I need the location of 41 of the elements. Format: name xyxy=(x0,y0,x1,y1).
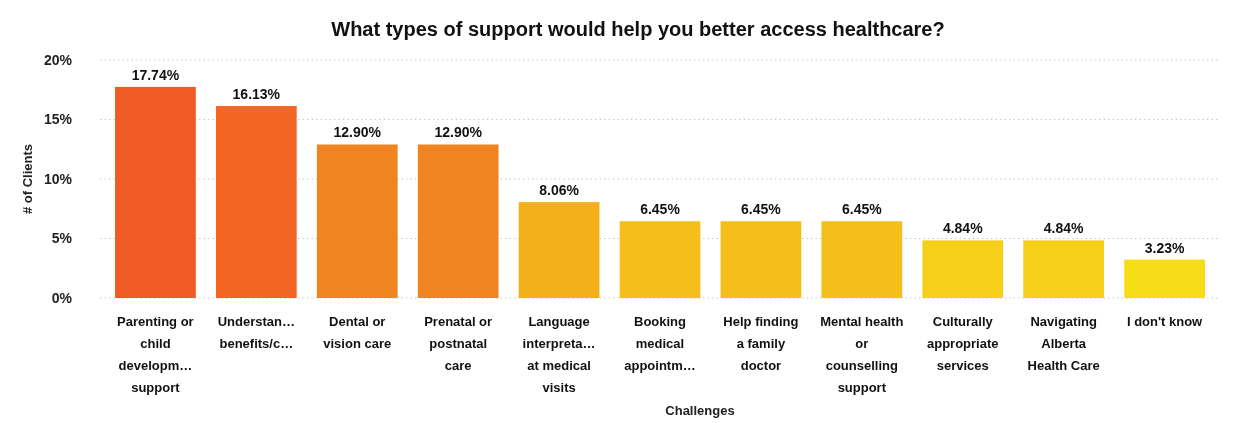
bar xyxy=(316,144,398,298)
bar xyxy=(518,202,600,298)
bar xyxy=(215,106,297,298)
y-tick-label: 0% xyxy=(51,289,73,306)
y-tick-label: 15% xyxy=(43,111,73,128)
data-label: 6.45% xyxy=(841,201,883,218)
x-tick-label: Language interpreta… at medical visits xyxy=(522,314,596,395)
data-label: 12.90% xyxy=(434,124,483,141)
x-tick-label: Booking medical appointm… xyxy=(624,314,696,373)
bar xyxy=(922,240,1004,298)
data-label: 8.06% xyxy=(539,182,580,199)
y-tick-label: 20% xyxy=(43,51,73,68)
data-label: 6.45% xyxy=(640,201,681,218)
x-axis-title: Challenges xyxy=(665,403,735,418)
data-label: 6.45% xyxy=(741,201,782,218)
data-label: 12.90% xyxy=(333,124,382,141)
y-tick-label: 10% xyxy=(43,170,73,187)
bar xyxy=(619,221,701,298)
x-tick-label: Culturally appropriate services xyxy=(926,314,999,373)
x-tick-label: Understan… benefits/c… xyxy=(217,314,295,351)
bar xyxy=(821,221,903,298)
x-tick-label: Navigating Alberta Health Care xyxy=(1027,314,1100,373)
x-tick-label: Dental or vision care xyxy=(323,314,392,351)
y-axis-title: # of Clients xyxy=(20,143,35,215)
bar xyxy=(417,144,499,298)
bar xyxy=(720,221,802,298)
data-label: 4.84% xyxy=(942,220,984,237)
x-tick-label: Prenatal or postnatal care xyxy=(424,314,493,373)
chart-title: What types of support would help you better access healthcare? xyxy=(331,18,945,40)
x-tick-label: Mental health or counselling support xyxy=(820,314,904,395)
bar xyxy=(1023,240,1105,298)
x-tick-label: Parenting or child developm… support xyxy=(117,314,194,395)
data-label: 16.13% xyxy=(232,86,281,103)
bar xyxy=(1124,259,1205,298)
data-label: 17.74% xyxy=(131,66,180,83)
x-tick-label: I don't know xyxy=(1126,314,1204,329)
y-tick-label: 5% xyxy=(51,230,73,247)
bar xyxy=(115,86,196,298)
x-tick-label: Help finding a family doctor xyxy=(723,314,799,373)
data-label: 3.23% xyxy=(1144,239,1185,256)
data-label: 4.84% xyxy=(1043,220,1085,237)
